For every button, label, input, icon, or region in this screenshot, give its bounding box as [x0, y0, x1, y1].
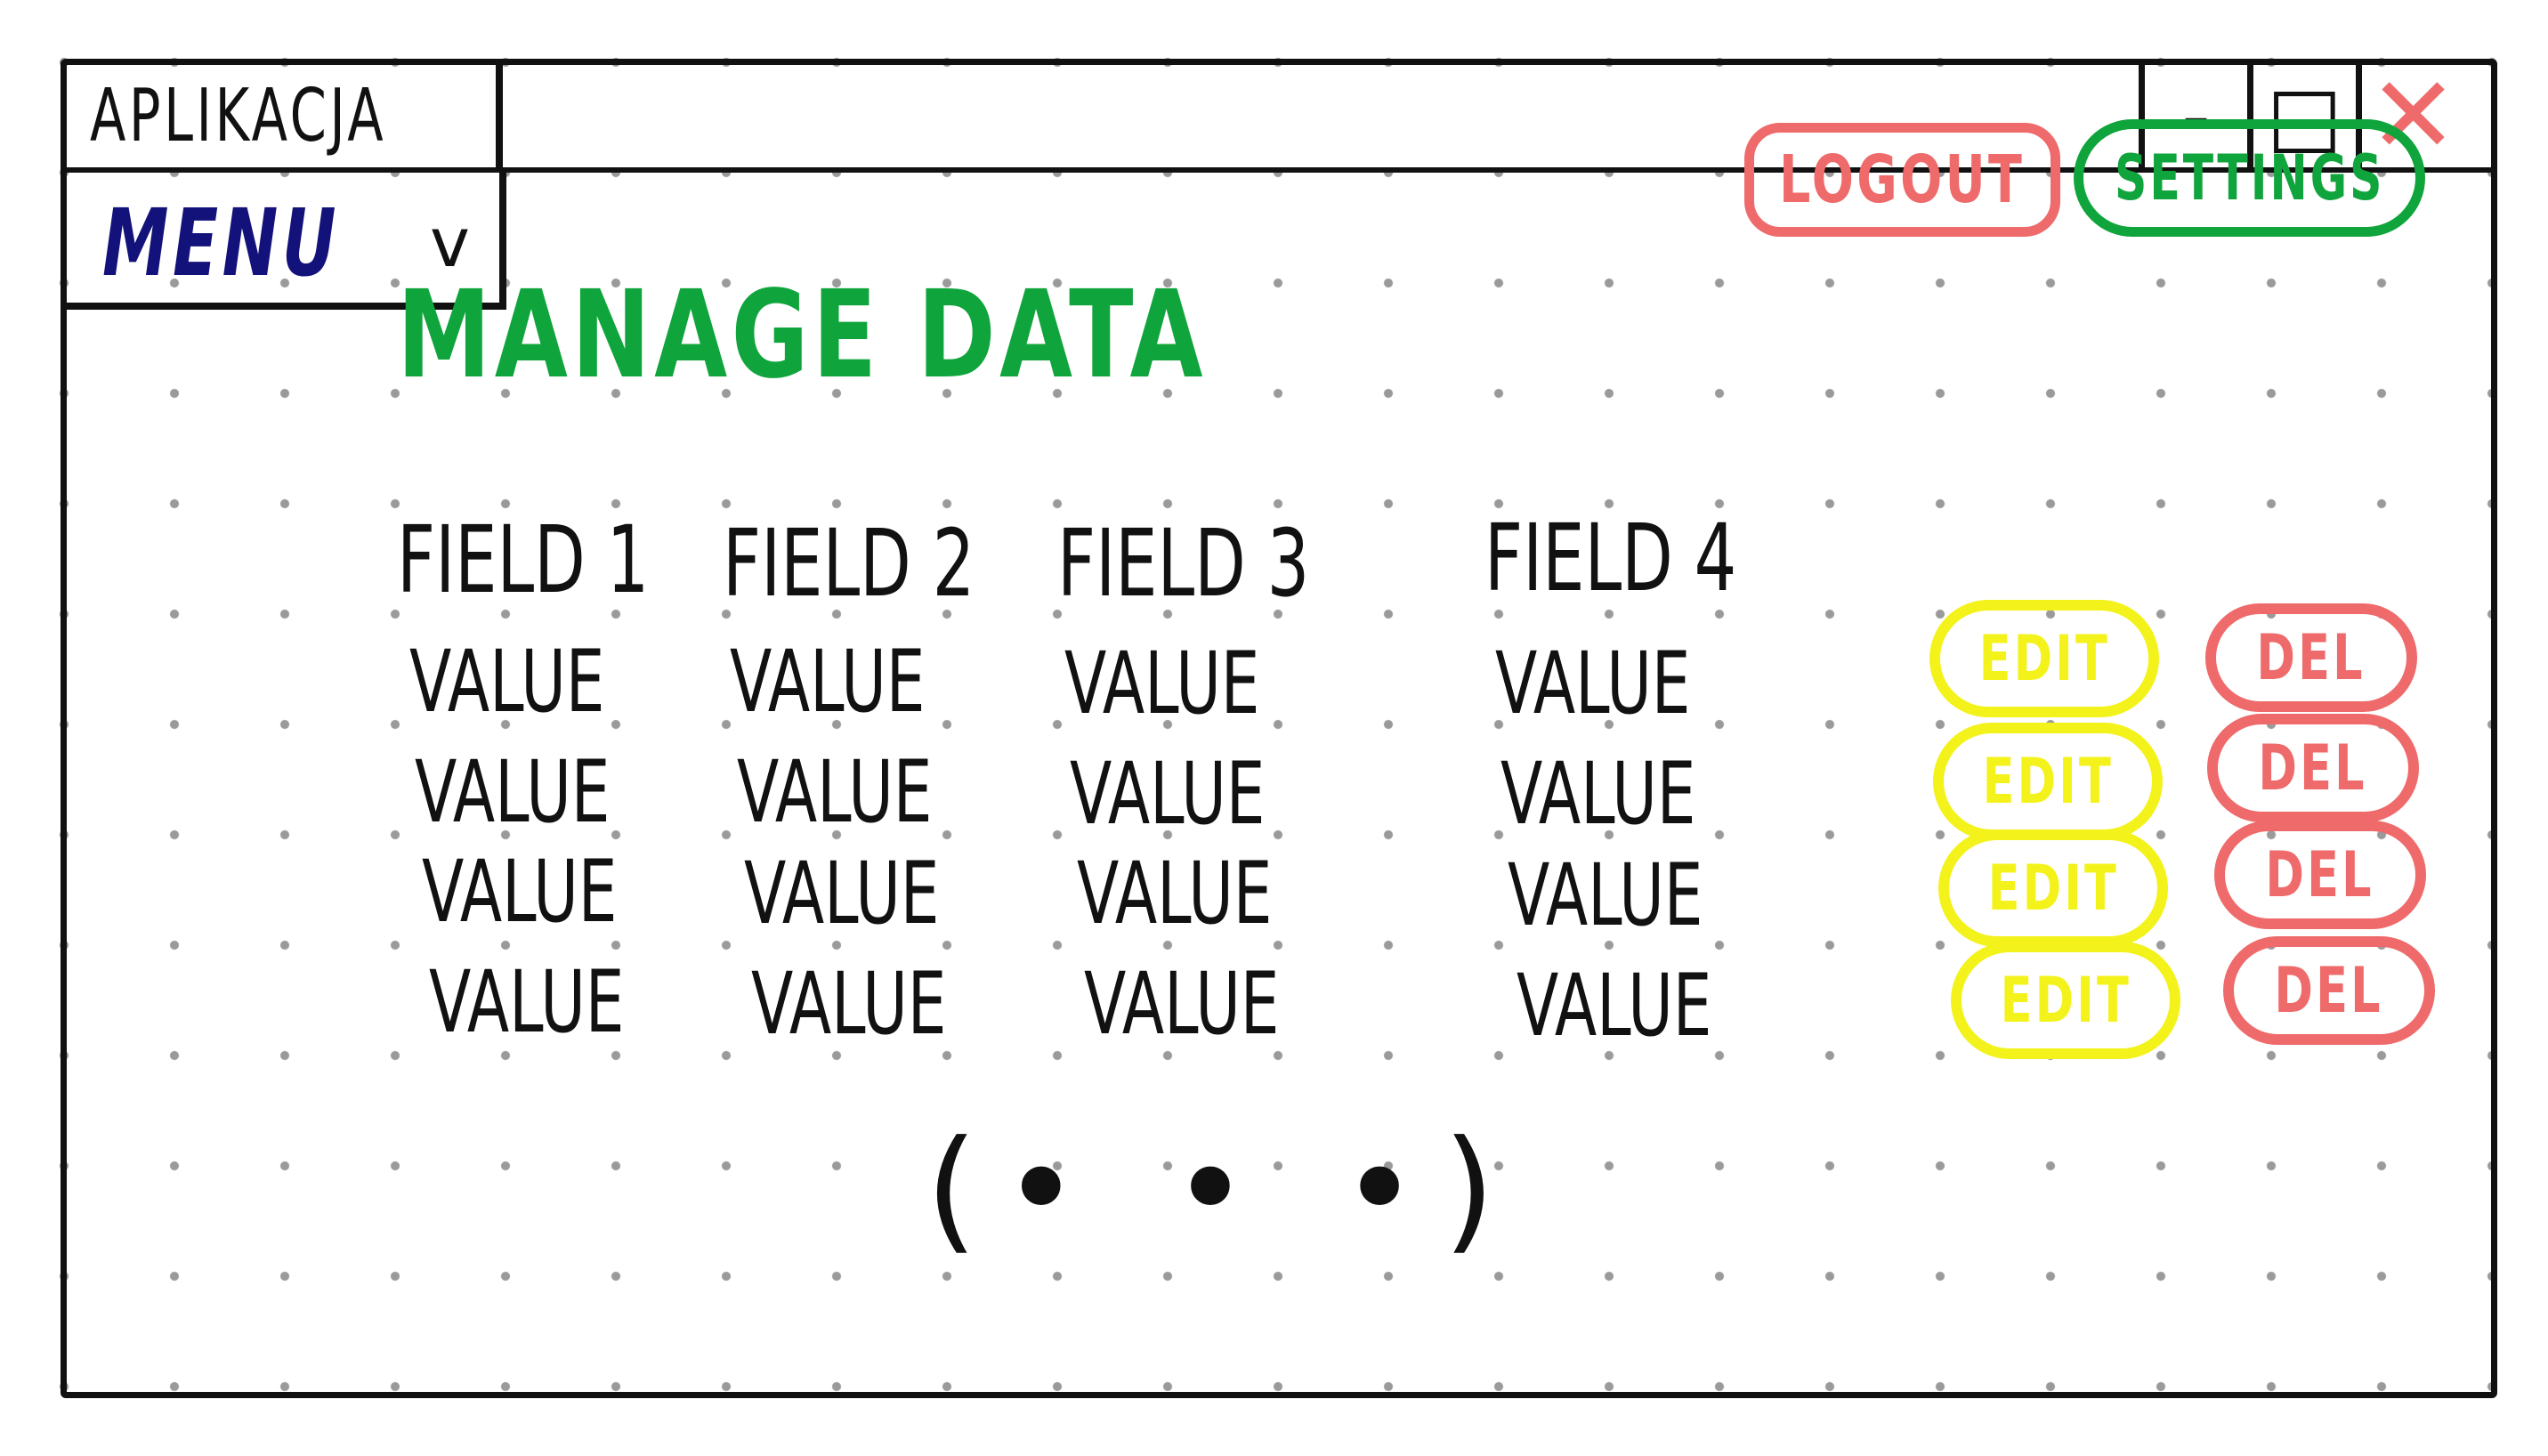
edit-label: EDIT: [2000, 964, 2131, 1037]
table-cell: VALUE: [737, 742, 933, 842]
table-cell: VALUE: [1500, 744, 1696, 844]
column-header: FIELD 4: [1484, 504, 1737, 612]
delete-button[interactable]: DEL: [2207, 714, 2419, 822]
delete-label: DEL: [2265, 838, 2375, 911]
minimize-button[interactable]: -: [2139, 65, 2247, 167]
maximize-button[interactable]: □: [2247, 65, 2356, 167]
app-title: APLIKACJA: [90, 74, 387, 158]
table-cell: VALUE: [1084, 954, 1280, 1054]
table-cell: VALUE: [744, 844, 940, 943]
menu-label: MENU: [102, 189, 341, 297]
load-more-button[interactable]: (• • •): [926, 1112, 1519, 1267]
column-header: FIELD 1: [397, 506, 650, 614]
table-cell: VALUE: [1077, 844, 1273, 943]
edit-button[interactable]: EDIT: [1951, 942, 2180, 1059]
settings-label: SETTINGS: [2114, 142, 2385, 214]
edit-label: EDIT: [1978, 622, 2110, 695]
delete-button[interactable]: DEL: [2205, 603, 2417, 712]
table-cell: VALUE: [1064, 634, 1260, 733]
logout-label: LOGOUT: [1779, 142, 2026, 218]
delete-label: DEL: [2274, 954, 2384, 1027]
table-cell: VALUE: [730, 632, 926, 732]
table-cell: VALUE: [1508, 845, 1703, 945]
title-bar: APLIKACJA: [67, 65, 503, 167]
edit-label: EDIT: [1982, 745, 2114, 818]
table-cell: VALUE: [409, 632, 605, 732]
table-cell: VALUE: [1495, 634, 1691, 733]
delete-button[interactable]: DEL: [2214, 821, 2426, 929]
delete-button[interactable]: DEL: [2223, 936, 2435, 1045]
edit-button[interactable]: EDIT: [1938, 829, 2168, 947]
edit-button[interactable]: EDIT: [1929, 600, 2159, 717]
title-bar-divider: [67, 167, 2491, 173]
table-cell: VALUE: [1517, 956, 1712, 1056]
maximize-icon: □: [2266, 69, 2343, 163]
table-cell: VALUE: [429, 952, 625, 1052]
column-header: FIELD 2: [723, 509, 975, 618]
table-cell: VALUE: [415, 742, 611, 842]
logout-button[interactable]: LOGOUT: [1744, 123, 2060, 237]
chevron-down-icon: v: [430, 203, 470, 282]
table-cell: VALUE: [1070, 744, 1266, 844]
menu-dropdown[interactable]: MENU v: [67, 167, 506, 310]
column-header: FIELD 3: [1057, 509, 1310, 618]
minimize-icon: -: [2181, 69, 2211, 163]
delete-label: DEL: [2258, 732, 2368, 805]
table-cell: VALUE: [751, 954, 947, 1054]
delete-label: DEL: [2256, 621, 2366, 694]
page-title: MANAGE DATA: [397, 265, 1207, 406]
edit-label: EDIT: [1987, 852, 2119, 925]
edit-button[interactable]: EDIT: [1933, 723, 2163, 840]
table-cell: VALUE: [422, 842, 618, 942]
settings-button[interactable]: SETTINGS: [2074, 119, 2425, 237]
